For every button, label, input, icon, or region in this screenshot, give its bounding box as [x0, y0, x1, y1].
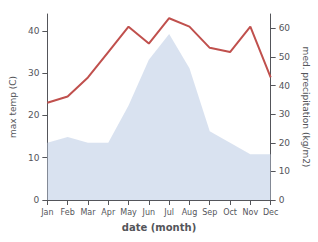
svg-text:60: 60: [279, 23, 291, 33]
svg-text:May: May: [120, 208, 137, 217]
svg-text:Apr: Apr: [101, 208, 116, 217]
svg-text:20: 20: [28, 110, 40, 120]
svg-text:0: 0: [279, 195, 285, 205]
svg-text:Jul: Jul: [163, 208, 174, 217]
svg-text:50: 50: [279, 52, 291, 62]
svg-text:Jan: Jan: [40, 208, 53, 217]
svg-text:10: 10: [279, 166, 291, 176]
svg-text:30: 30: [28, 68, 40, 78]
svg-text:Feb: Feb: [61, 208, 75, 217]
svg-text:Jun: Jun: [142, 208, 156, 217]
svg-text:Sep: Sep: [202, 208, 217, 217]
svg-text:Mar: Mar: [80, 208, 96, 217]
svg-text:Nov: Nov: [243, 208, 259, 217]
svg-text:Aug: Aug: [182, 208, 198, 217]
svg-text:Oct: Oct: [223, 208, 237, 217]
svg-text:Dec: Dec: [263, 208, 278, 217]
svg-text:0: 0: [34, 195, 40, 205]
svg-text:med. precipitation (kg/m2): med. precipitation (kg/m2): [301, 47, 311, 168]
svg-text:30: 30: [279, 109, 291, 119]
svg-text:40: 40: [279, 81, 291, 91]
svg-text:date (month): date (month): [122, 222, 196, 233]
svg-text:40: 40: [28, 26, 40, 36]
svg-text:max temp (C): max temp (C): [8, 76, 18, 138]
svg-text:20: 20: [279, 138, 291, 148]
svg-text:10: 10: [28, 153, 40, 163]
